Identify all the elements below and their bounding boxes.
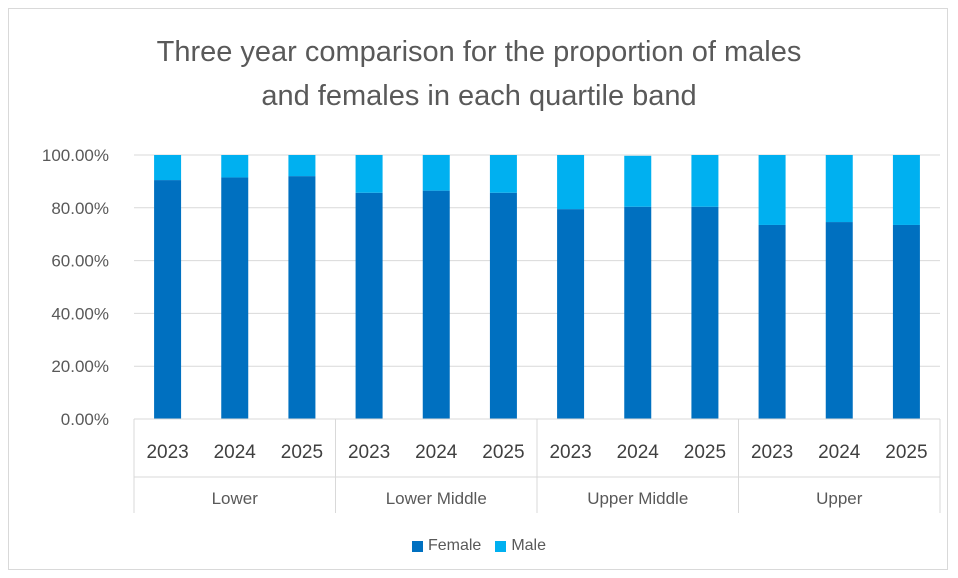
legend-item-male: Male bbox=[495, 537, 546, 555]
bar-female bbox=[825, 222, 853, 419]
x-tick-label-year: 2023 bbox=[348, 442, 390, 463]
bar-male bbox=[624, 155, 652, 207]
bar-female bbox=[422, 190, 450, 419]
group-label: Lower Middle bbox=[386, 489, 487, 508]
bar-male bbox=[154, 155, 182, 181]
bar-female bbox=[624, 206, 652, 419]
x-tick-label-year: 2025 bbox=[482, 442, 524, 463]
bar-female bbox=[154, 180, 182, 419]
legend-swatch-male bbox=[495, 540, 507, 552]
bar-female bbox=[691, 206, 719, 419]
x-tick-label-year: 2023 bbox=[549, 442, 591, 463]
x-tick-label-year: 2023 bbox=[146, 442, 188, 463]
legend-swatch-female bbox=[411, 540, 423, 552]
x-tick-label-year: 2025 bbox=[885, 442, 927, 463]
bar-female bbox=[892, 224, 920, 419]
bar-female bbox=[355, 192, 383, 419]
bar-male bbox=[557, 155, 585, 210]
x-tick-label-year: 2025 bbox=[684, 442, 726, 463]
group-label: Upper bbox=[816, 489, 863, 508]
y-tick-label: 40.00% bbox=[51, 304, 109, 323]
bar-female bbox=[221, 177, 249, 419]
y-tick-label: 60.00% bbox=[51, 252, 109, 271]
bar-male bbox=[288, 155, 316, 177]
x-tick-label-year: 2024 bbox=[214, 442, 257, 463]
legend-label-female: Female bbox=[427, 537, 482, 554]
legend-item-female: Female bbox=[411, 537, 482, 555]
chart-title-line-2: and females in each quartile band bbox=[261, 80, 697, 112]
group-label: Upper Middle bbox=[587, 489, 688, 508]
group-label: Lower bbox=[212, 489, 259, 508]
bar-male bbox=[221, 155, 249, 178]
x-tick-label-year: 2024 bbox=[617, 442, 660, 463]
bar-female bbox=[489, 192, 517, 419]
bar-male bbox=[825, 155, 853, 223]
y-tick-label: 80.00% bbox=[51, 199, 109, 218]
x-tick-label-year: 2024 bbox=[415, 442, 458, 463]
bar-female bbox=[288, 176, 316, 419]
bar-female bbox=[758, 224, 786, 419]
chart-title: Three year comparison for the proportion… bbox=[0, 30, 958, 118]
x-tick-label-year: 2023 bbox=[751, 442, 793, 463]
x-tick-label-year: 2025 bbox=[281, 442, 323, 463]
bar-male bbox=[892, 155, 920, 225]
x-tick-label-year: 2024 bbox=[818, 442, 861, 463]
bar-female bbox=[557, 209, 585, 419]
bar-male bbox=[355, 155, 383, 193]
bar-male bbox=[422, 155, 450, 191]
y-tick-label: 20.00% bbox=[51, 357, 109, 376]
y-tick-label: 100.00% bbox=[42, 146, 109, 165]
chart-title-line-1: Three year comparison for the proportion… bbox=[156, 36, 802, 68]
bar-male bbox=[691, 155, 719, 207]
bar-male bbox=[489, 155, 517, 193]
legend-label-male: Male bbox=[511, 537, 547, 554]
legend: Female Male bbox=[0, 537, 958, 555]
y-tick-label: 0.00% bbox=[61, 410, 109, 429]
bar-male bbox=[758, 155, 786, 225]
